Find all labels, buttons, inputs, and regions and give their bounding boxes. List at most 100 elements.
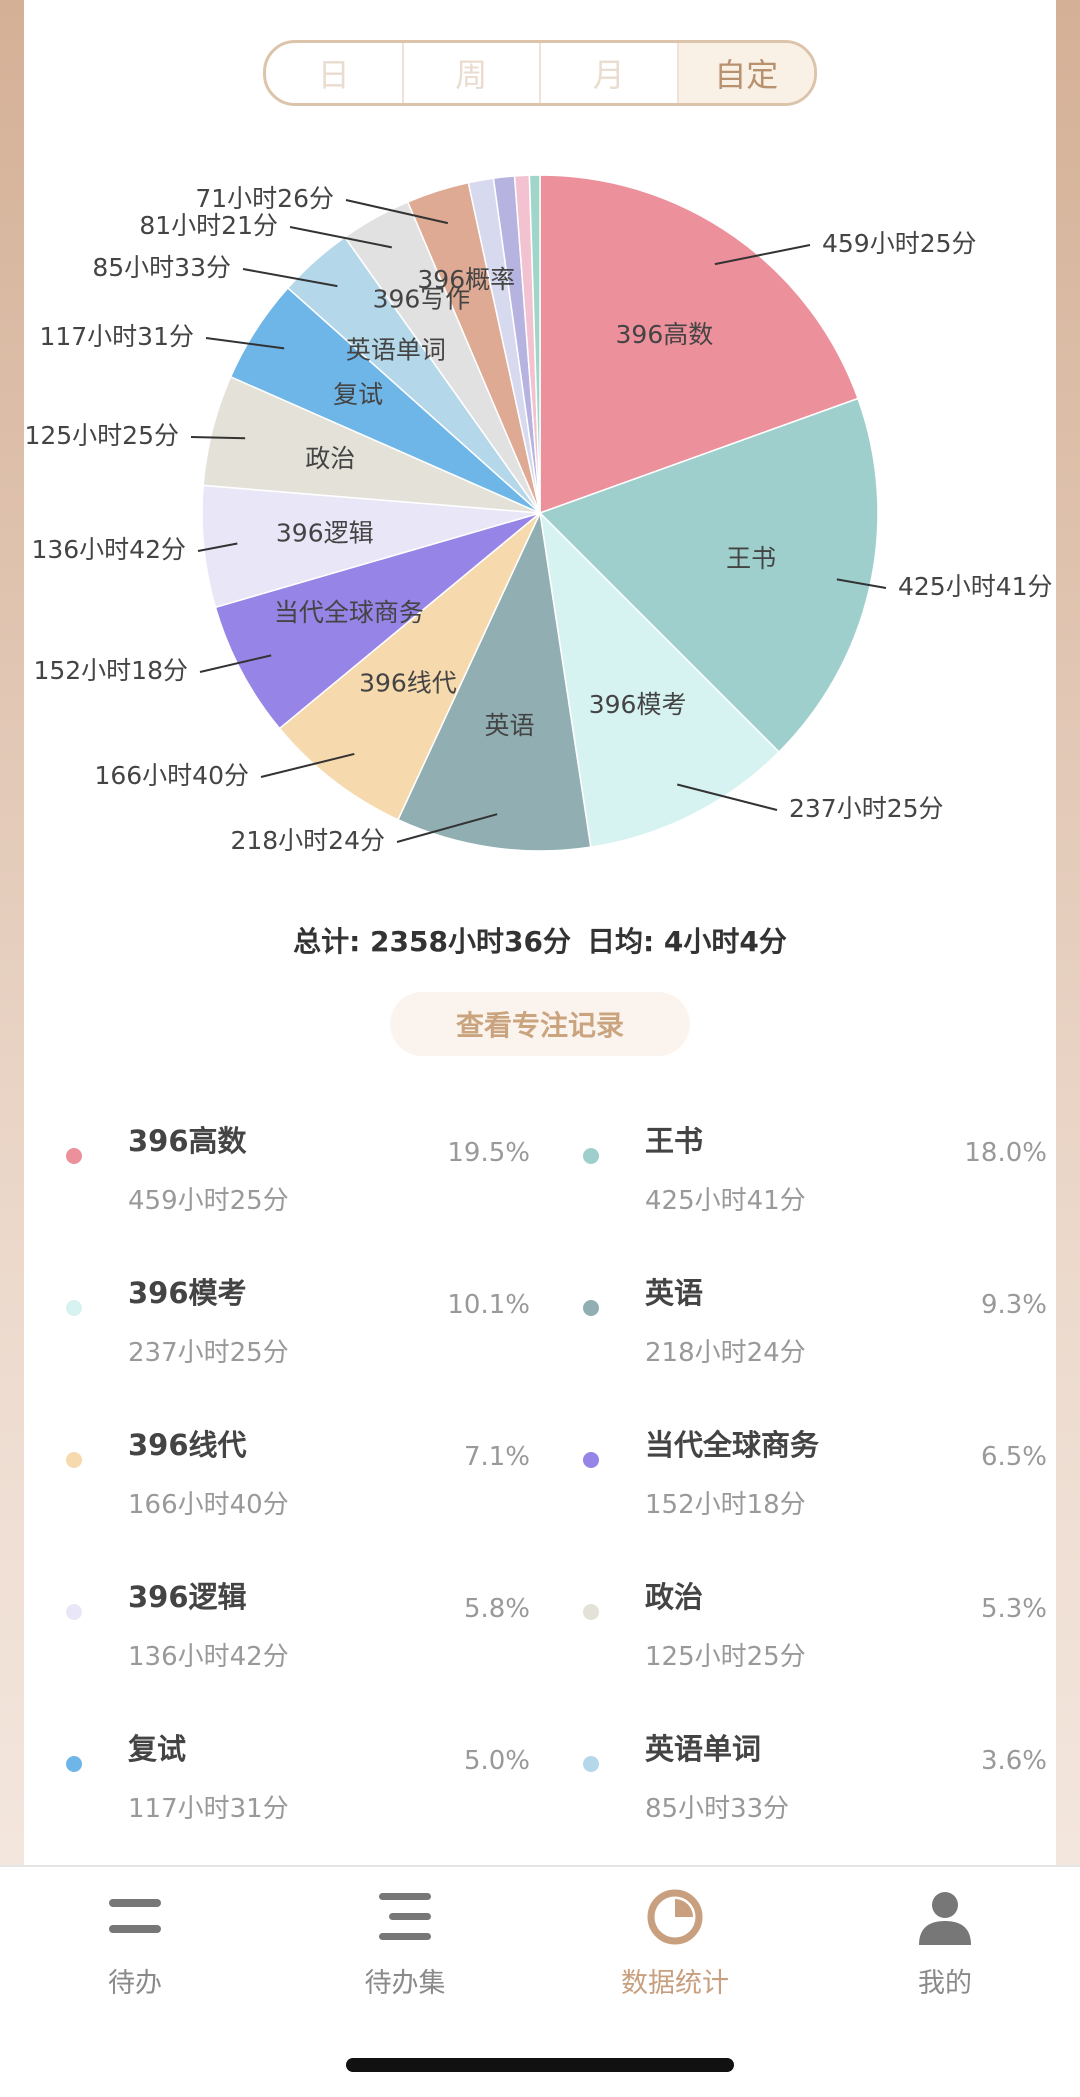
tab[interactable]: 我的 [845,1867,1045,2000]
slice-label: 396高数 [616,320,714,349]
legend-dot [66,1604,82,1620]
slice-label: 396模考 [589,690,687,719]
pie-slice [214,512,541,730]
duration-label: 71小时26分 [195,184,334,213]
legend-name: 政治 [645,1580,704,1614]
legend-item: 英语 218小时24分 9.3% [577,1270,1047,1390]
legend-dot [583,1756,599,1772]
segment[interactable]: 日 [317,56,350,94]
segmented-control: 日 周 月 自定 [263,40,817,106]
duration-label: 237小时25分 [789,794,944,823]
pie-slice [278,512,541,821]
legend-dot [66,1756,82,1772]
legend-duration: 125小时25分 [645,1642,806,1672]
legend-dot [583,1300,599,1316]
legend-percent: 3.6% [980,1746,1047,1776]
segment[interactable]: 月 [539,43,677,103]
pie-slice [528,174,541,514]
legend-dot [583,1148,599,1164]
leader-line [199,654,272,673]
legend-item: 政治 125小时25分 5.3% [577,1574,1047,1694]
legend-percent: 10.1% [447,1290,530,1320]
tab-label: 我的 [918,1968,972,1999]
records-button[interactable]: 查看专注记录 [390,992,690,1056]
tab[interactable]: 待办 [35,1867,235,2000]
leader-line [396,813,498,843]
leader-line [260,752,355,778]
legend-duration: 218小时24分 [645,1338,806,1368]
slice-label: 政治 [305,444,355,473]
slice-label: 396逻辑 [276,519,374,548]
legend-duration: 117小时31分 [128,1794,289,1824]
leader-line [242,268,338,288]
legend-duration: 166小时40分 [128,1490,289,1520]
tab[interactable]: 数据统计 [575,1867,775,2000]
legend-percent: 19.5% [447,1138,530,1168]
duration-label: 218小时24分 [230,826,385,855]
slice-label: 英语单词 [346,336,446,365]
legend-percent: 7.1% [463,1442,530,1472]
legend-item: 复试 117小时31分 5.0% [60,1726,530,1846]
legend-percent: 18.0% [964,1138,1047,1168]
total: 总计: 2358小时36分 [293,925,571,958]
segment[interactable]: 周 [401,43,540,103]
legend-percent: 5.8% [463,1594,530,1624]
legend-duration: 152小时18分 [645,1490,806,1520]
legend-name: 当代全球商务 [645,1428,820,1462]
tab[interactable]: 待办集 [305,1867,505,2000]
legend-name: 396高数 [128,1124,247,1158]
legend-duration: 237小时25分 [128,1338,289,1368]
slice-label: 396写作 [373,284,471,313]
legend-item: 英语单词 85小时33分 3.6% [577,1726,1047,1846]
summary: 总计: 2358小时36分 日均: 4小时4分 [24,920,1056,960]
legend-item: 当代全球商务 152小时18分 6.5% [577,1422,1047,1542]
slice-label: 396概率 [417,265,515,294]
slice-label: 英语 [485,711,535,740]
legend-duration: 136小时42分 [128,1642,289,1672]
leader-line [197,542,238,552]
segment[interactable]: 自定 [676,43,814,103]
duration-label: 459小时25分 [822,229,977,258]
pie-slice [201,484,541,609]
slice-label: 复试 [333,380,383,409]
duration-label: 125小时25分 [24,421,179,450]
legend-name: 396逻辑 [128,1580,247,1614]
legend-name: 396线代 [128,1428,247,1462]
leader-line [714,244,811,266]
legend-dot [583,1452,599,1468]
legend-name: 英语单词 [645,1732,762,1766]
home-indicator [346,2058,734,2072]
daily-average: 日均: 4小时4分 [586,925,787,958]
legend-percent: 9.3% [980,1290,1047,1320]
duration-label: 136小时42分 [31,535,186,564]
todo-icon [109,1899,161,1933]
duration-label: 85小时33分 [92,253,231,282]
leader-line [677,783,778,811]
leader-line [345,199,449,225]
profile-icon [919,1892,971,1945]
leader-line [836,578,887,589]
slice-label: 396线代 [359,668,457,697]
legend-dot [66,1300,82,1316]
pie-slice [539,174,859,515]
legend-duration: 459小时25分 [128,1186,289,1216]
duration-label: 152小时18分 [33,656,188,685]
content-card: 日 周 月 自定 396高数 王书 396模考 英语 396线代 当代全球商务 396逻辑政… [24,0,1056,1865]
duration-label: 81小时21分 [139,211,278,240]
legend-percent: 6.5% [980,1442,1047,1472]
legend-percent: 5.0% [463,1746,530,1776]
tab-label: 待办 [108,1968,162,1999]
legend-duration: 425小时41分 [645,1186,806,1216]
tab-label: 待办集 [364,1968,446,1999]
legend-percent: 5.3% [980,1594,1047,1624]
legend-dot [66,1148,82,1164]
legend-name: 英语 [645,1276,704,1310]
legend-name: 王书 [645,1124,704,1158]
legend-name: 396模考 [128,1276,247,1310]
pie-slice [397,510,592,852]
legend-item: 396逻辑 136小时42分 5.8% [60,1574,530,1694]
pie-slice [538,510,781,849]
stats-icon [647,1889,703,1945]
